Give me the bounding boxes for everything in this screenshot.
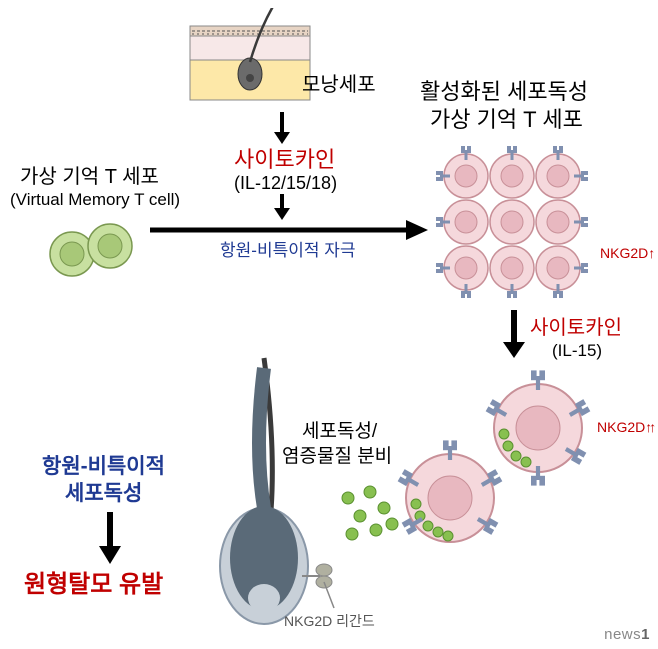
label-alopecia: 원형탈모 유발 <box>24 569 163 600</box>
secreted-granules <box>330 478 420 568</box>
label-nkg2d-1: NKG2D↑ <box>600 244 655 262</box>
skin-crosssection <box>180 8 320 118</box>
vmt-cells <box>42 216 152 286</box>
label-antigen-2: 세포독성 <box>65 480 142 507</box>
arrow-skin-to-cytokine <box>270 110 294 146</box>
arrow-main-horizontal <box>150 218 430 242</box>
label-secretion-1: 세포독성/ <box>302 420 377 445</box>
up-arrow-double-icon: ↑↑ <box>645 419 653 435</box>
label-cytokine1-sub: (IL-12/15/18) <box>234 172 337 195</box>
up-arrow-icon: ↑ <box>648 245 655 261</box>
label-cytokine2-sub: (IL-15) <box>552 340 602 362</box>
label-cytokine1-title: 사이토카인 <box>234 146 335 175</box>
label-secretion-2: 염증물질 분비 <box>282 445 392 470</box>
label-vmt-en: (Virtual Memory T cell) <box>10 189 180 211</box>
label-ligand: NKG2D 리간드 <box>284 612 375 630</box>
label-follicle-cell: 모낭세포 <box>302 72 376 98</box>
label-cytokine2-title: 사이토카인 <box>530 315 622 341</box>
label-stimulus: 항원-비특이적 자극 <box>220 240 356 262</box>
large-activated-cells <box>388 366 618 566</box>
label-activated-2: 가상 기억 T 세포 <box>430 106 583 135</box>
arrow-antigen-to-alopecia <box>96 510 124 566</box>
activated-cell-cluster <box>428 138 628 308</box>
label-nkg2d-2: NKG2D↑↑ <box>597 418 653 436</box>
label-vmt-ko: 가상 기억 T 세포 <box>20 164 159 190</box>
watermark: news1 <box>604 626 650 643</box>
label-activated-1: 활성화된 세포독성 <box>420 78 588 107</box>
label-antigen-1: 항원-비특이적 <box>42 453 165 480</box>
arrow-cluster-down <box>500 308 528 360</box>
